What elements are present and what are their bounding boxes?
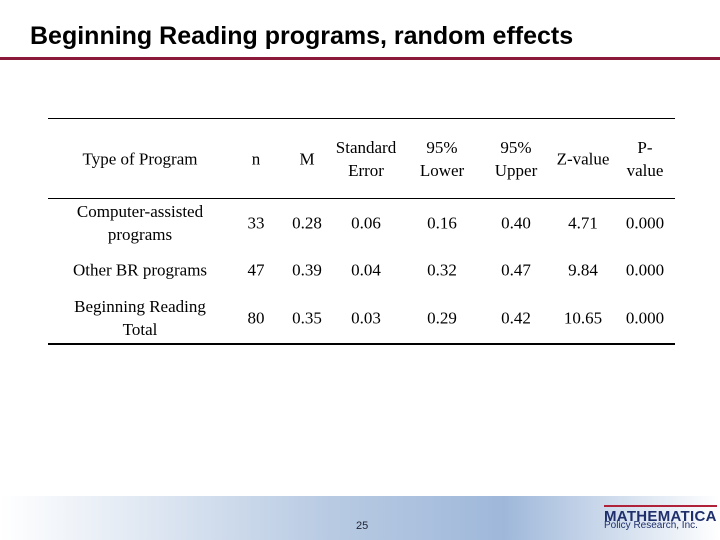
column-header: M: [299, 149, 315, 169]
row-label: Computer-assisted programs: [76, 202, 204, 244]
table-cell: 0.29: [427, 308, 457, 328]
table-cell: 0.06: [351, 213, 381, 233]
table-bottom-rule: [48, 343, 675, 345]
column-header: P- value: [626, 138, 664, 180]
table-cell: 0.03: [351, 308, 381, 328]
header-rule: [48, 198, 675, 199]
column-header: n: [251, 149, 261, 169]
page-number: 25: [356, 520, 369, 532]
table-cell: 47: [247, 260, 265, 280]
table-cell: 0.40: [501, 213, 531, 233]
logo-subtitle: Policy Research, Inc.: [604, 520, 698, 531]
table-cell: 0.42: [501, 308, 531, 328]
column-header: Type of Program: [82, 149, 198, 169]
column-header: Standard Error: [335, 138, 397, 180]
title-rule: [0, 57, 720, 60]
table-cell: 0.000: [625, 213, 665, 233]
row-label: Beginning Reading Total: [74, 297, 206, 339]
table-top-rule: [48, 118, 675, 119]
row-label: Other BR programs: [72, 260, 208, 280]
table-cell: 0.000: [625, 308, 665, 328]
table-cell: 0.000: [625, 260, 665, 280]
table-cell: 80: [247, 308, 265, 328]
table-cell: 10.65: [563, 308, 603, 328]
table-cell: 0.32: [427, 260, 457, 280]
table-cell: 0.35: [292, 308, 322, 328]
slide-title: Beginning Reading programs, random effec…: [30, 22, 574, 50]
table-cell: 4.71: [568, 213, 598, 233]
table-cell: 0.28: [292, 213, 322, 233]
table-cell: 9.84: [568, 260, 598, 280]
table-cell: 33: [247, 213, 265, 233]
table-cell: 0.04: [351, 260, 381, 280]
column-header: 95% Lower: [419, 138, 465, 180]
table-cell: 0.47: [501, 260, 531, 280]
column-header: 95% Upper: [494, 138, 538, 180]
column-header: Z-value: [556, 149, 610, 169]
table-cell: 0.39: [292, 260, 322, 280]
table-cell: 0.16: [427, 213, 457, 233]
logo: MATHEMATICA: [604, 505, 717, 525]
footer-band: [0, 496, 720, 540]
